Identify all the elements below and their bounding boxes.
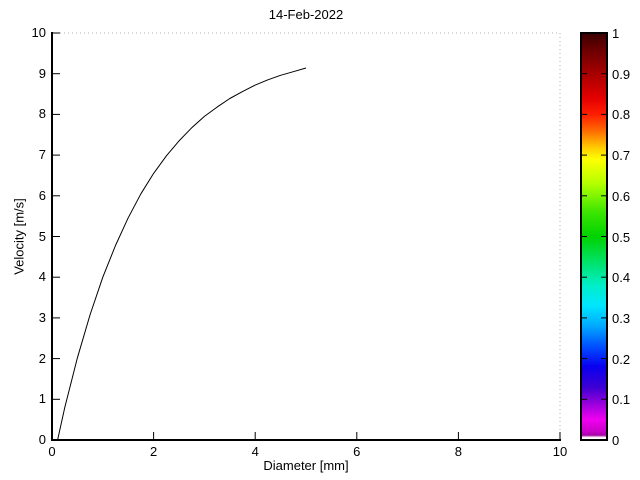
x-tick-label: 6 [353, 444, 361, 459]
y-tick-label: 2 [38, 350, 46, 366]
y-tick-label: 4 [38, 269, 46, 285]
y-tick-label: 0 [38, 432, 46, 447]
colorbar-tick-label: 0.3 [612, 310, 631, 326]
y-tick-label: 1 [38, 391, 46, 407]
y-tick-label: 7 [38, 147, 46, 163]
x-tick-label: 4 [251, 444, 259, 459]
y-tick-label: 10 [31, 25, 46, 40]
x-tick-label: 8 [454, 444, 462, 459]
colorbar-tick-label: 0.2 [612, 351, 631, 367]
colorbar-tick-label: 0.4 [612, 270, 631, 286]
y-tick-label: 9 [38, 65, 46, 81]
colorbar-tick-label: 0.9 [612, 66, 631, 82]
colorbar-tick-label: 0.7 [612, 148, 631, 164]
y-tick-label: 5 [38, 228, 46, 244]
colorbar-tick-label: 0.1 [612, 392, 631, 408]
y-tick-label: 3 [38, 309, 46, 325]
plot-title: 14-Feb-2022 [268, 7, 344, 22]
y-tick-label: 6 [38, 187, 46, 203]
colorbar-tick-label: 0.8 [612, 107, 631, 123]
colorbar-tick-label: 0 [612, 433, 620, 448]
x-tick-label: 2 [149, 444, 158, 459]
raindrop-terminal-velocity-curve [57, 67, 307, 441]
y-tick-label: 8 [38, 106, 46, 122]
x-axis-label: Diameter [mm] [263, 458, 349, 473]
x-tick-label: 0 [48, 444, 56, 459]
colorbar-tick-label: 0.5 [612, 229, 631, 245]
colorbar-tick-label: 0.6 [612, 188, 631, 204]
colorbar-tick-label: 1 [612, 26, 620, 41]
x-tick-label: 10 [552, 444, 568, 459]
